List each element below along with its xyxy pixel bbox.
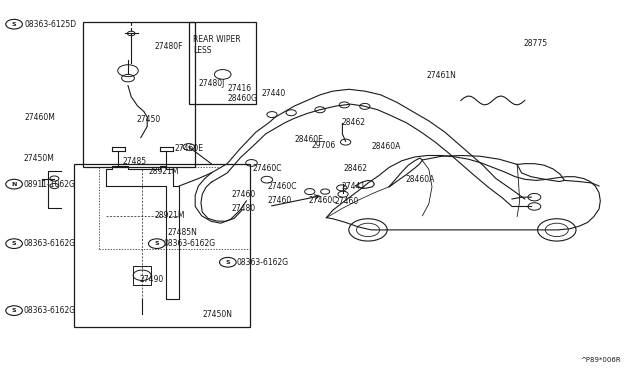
Text: 27460: 27460 [334,197,358,206]
Text: 28921M: 28921M [155,211,186,220]
Text: 27450M: 27450M [23,154,54,163]
Text: 27480: 27480 [232,204,256,213]
Circle shape [6,19,22,29]
Text: 27480J: 27480J [198,79,225,88]
Text: 27460C: 27460C [268,182,297,190]
Text: 28462: 28462 [341,118,365,127]
Text: 27450N: 27450N [202,310,232,319]
Bar [74,164,250,327]
Text: 27440: 27440 [261,89,285,98]
Text: 28921M: 28921M [148,167,179,176]
Text: 28775: 28775 [524,39,548,48]
Text: 27460C: 27460C [308,196,338,205]
Text: 28460G: 28460G [228,94,258,103]
Text: 28460A: 28460A [405,175,435,184]
Bar [189,22,256,104]
Text: 27461N: 27461N [426,71,456,80]
Text: 27460M: 27460M [24,113,55,122]
Text: 27441: 27441 [342,182,366,191]
Text: 27490: 27490 [140,275,164,284]
Text: 27460E: 27460E [174,144,203,153]
Text: 08363-6162G: 08363-6162G [163,239,215,248]
Circle shape [220,257,236,267]
Text: 27460C: 27460C [253,164,282,173]
Text: S: S [225,260,230,265]
Circle shape [6,306,22,315]
Text: S: S [12,308,17,313]
Text: REAR WIPER: REAR WIPER [193,35,241,44]
Text: 28462: 28462 [343,164,367,173]
Circle shape [148,239,165,248]
Circle shape [6,179,22,189]
Text: S: S [12,22,17,27]
Text: ^P89*006R: ^P89*006R [580,357,621,363]
Text: 08911-1062G: 08911-1062G [23,180,75,189]
Circle shape [349,219,387,241]
Text: 08363-6162G: 08363-6162G [23,239,75,248]
Circle shape [538,219,576,241]
Text: 08363-6162G: 08363-6162G [237,258,289,267]
Text: 27485N: 27485N [168,228,198,237]
Text: 29706: 29706 [312,141,336,150]
Text: 27450: 27450 [136,115,161,124]
Text: 27485: 27485 [123,157,147,166]
Text: LESS: LESS [193,46,212,55]
Text: N: N [12,182,17,187]
Circle shape [6,239,22,248]
Text: 27460: 27460 [232,190,256,199]
Text: 28460A: 28460A [371,142,401,151]
Text: 08363-6162G: 08363-6162G [23,306,75,315]
Bar [83,22,195,167]
Bar [133,266,151,285]
Text: 08363-6125D: 08363-6125D [24,20,76,29]
Text: 27460: 27460 [268,196,292,205]
Text: 27480F: 27480F [155,42,184,51]
Text: S: S [154,241,159,246]
Text: 28460E: 28460E [294,135,323,144]
Text: S: S [12,241,17,246]
Text: 27416: 27416 [228,84,252,93]
